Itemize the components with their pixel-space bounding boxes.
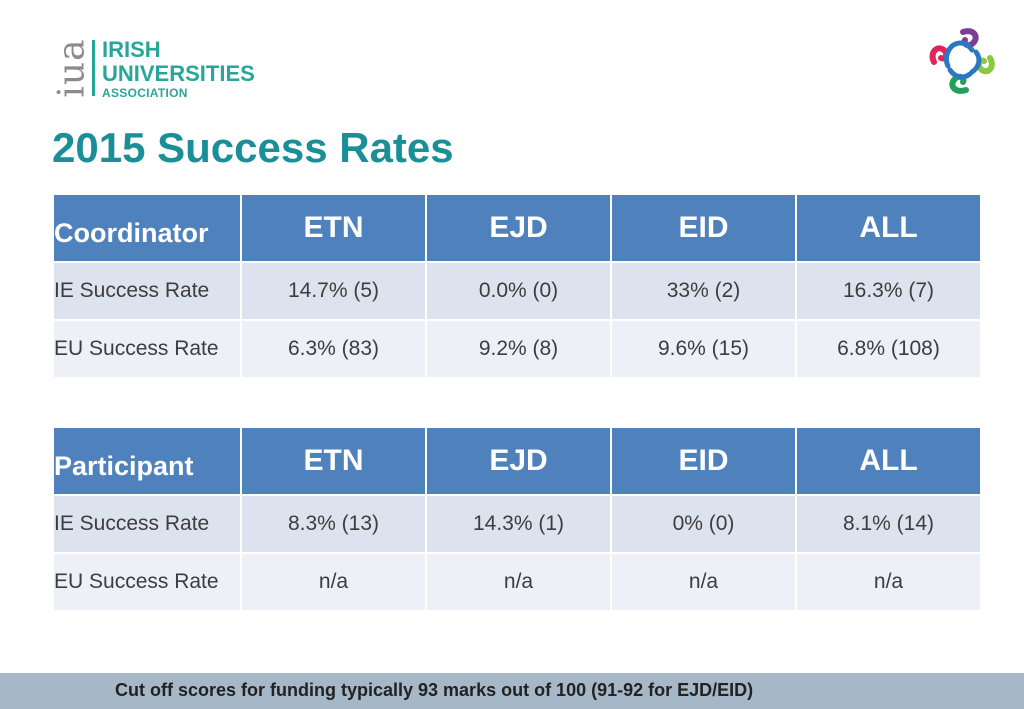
table-row: EU Success Rate 6.3% (83) 9.2% (8) 9.6% … bbox=[54, 321, 980, 377]
header-etn: ETN bbox=[242, 195, 425, 261]
header-all: ALL bbox=[797, 428, 980, 494]
cell-eid: 0% (0) bbox=[612, 496, 795, 552]
logo-wordmark: IRISH UNIVERSITIES ASSOCIATION bbox=[102, 37, 255, 101]
cell-eid: n/a bbox=[612, 554, 795, 610]
cell-all: 6.8% (108) bbox=[797, 321, 980, 377]
cell-etn: 8.3% (13) bbox=[242, 496, 425, 552]
header-ejd: EJD bbox=[427, 428, 610, 494]
cell-all: 8.1% (14) bbox=[797, 496, 980, 552]
row-label: IE Success Rate bbox=[54, 263, 240, 319]
table-row: EU Success Rate n/a n/a n/a n/a bbox=[54, 554, 980, 610]
cell-all: n/a bbox=[797, 554, 980, 610]
row-label: IE Success Rate bbox=[54, 496, 240, 552]
iua-logo: iua IRISH UNIVERSITIES ASSOCIATION bbox=[52, 36, 276, 102]
logo-line-universities: UNIVERSITIES bbox=[102, 61, 255, 86]
cell-ejd: 9.2% (8) bbox=[427, 321, 610, 377]
header-all: ALL bbox=[797, 195, 980, 261]
header-eid: EID bbox=[612, 428, 795, 494]
cell-ejd: 14.3% (1) bbox=[427, 496, 610, 552]
cell-etn: n/a bbox=[242, 554, 425, 610]
table-row: IE Success Rate 8.3% (13) 14.3% (1) 0% (… bbox=[54, 496, 980, 552]
footer-note: Cut off scores for funding typically 93 … bbox=[115, 680, 754, 700]
cell-etn: 14.7% (5) bbox=[242, 263, 425, 319]
logo-line-irish: IRISH bbox=[102, 37, 161, 62]
header-coordinator: Coordinator bbox=[54, 195, 240, 261]
cell-eid: 33% (2) bbox=[612, 263, 795, 319]
cell-etn: 6.3% (83) bbox=[242, 321, 425, 377]
cell-eid: 9.6% (15) bbox=[612, 321, 795, 377]
footer-bar: Cut off scores for funding typically 93 … bbox=[0, 673, 1024, 709]
celtic-knot-logo-icon bbox=[929, 28, 995, 94]
cell-ejd: n/a bbox=[427, 554, 610, 610]
participant-table: Participant ETN EJD EID ALL IE Success R… bbox=[52, 426, 982, 612]
table-header-row: Participant ETN EJD EID ALL bbox=[54, 428, 980, 494]
table-header-row: Coordinator ETN EJD EID ALL bbox=[54, 195, 980, 261]
page-title: 2015 Success Rates bbox=[52, 124, 454, 171]
header-participant: Participant bbox=[54, 428, 240, 494]
header-eid: EID bbox=[612, 195, 795, 261]
cell-ejd: 0.0% (0) bbox=[427, 263, 610, 319]
cell-all: 16.3% (7) bbox=[797, 263, 980, 319]
logo-divider bbox=[92, 40, 95, 96]
iua-mark: iua bbox=[52, 38, 94, 98]
row-label: EU Success Rate bbox=[54, 554, 240, 610]
row-label: EU Success Rate bbox=[54, 321, 240, 377]
logo-line-association: ASSOCIATION bbox=[102, 86, 188, 100]
header-etn: ETN bbox=[242, 428, 425, 494]
header-ejd: EJD bbox=[427, 195, 610, 261]
coordinator-table: Coordinator ETN EJD EID ALL IE Success R… bbox=[52, 193, 982, 379]
table-row: IE Success Rate 14.7% (5) 0.0% (0) 33% (… bbox=[54, 263, 980, 319]
